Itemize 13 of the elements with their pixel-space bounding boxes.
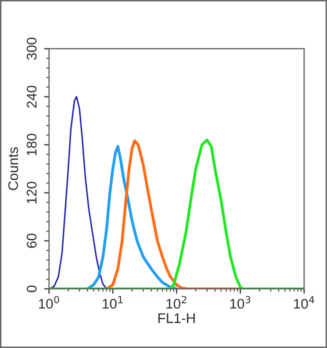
x-tick-label: 10$^{4}$	[294, 296, 314, 309]
y-tick-label: 180	[26, 134, 37, 156]
x-tick-label: 10$^{1}$	[102, 296, 123, 309]
x-tick-label: 10$^{0}$	[39, 296, 60, 309]
y-tick-label: 120	[26, 182, 37, 204]
y-axis-title: Counts	[8, 147, 18, 190]
x-axis-title: FL1-H	[158, 313, 195, 323]
y-tick-label: 60	[26, 234, 37, 248]
y-tick-label: 240	[26, 86, 37, 108]
y-tick-label: 0	[26, 286, 37, 292]
x-tick-label: 10$^{2}$	[166, 296, 186, 309]
y-tick-label: 300	[26, 38, 37, 60]
x-tick-label: 10$^{3}$	[230, 296, 250, 309]
